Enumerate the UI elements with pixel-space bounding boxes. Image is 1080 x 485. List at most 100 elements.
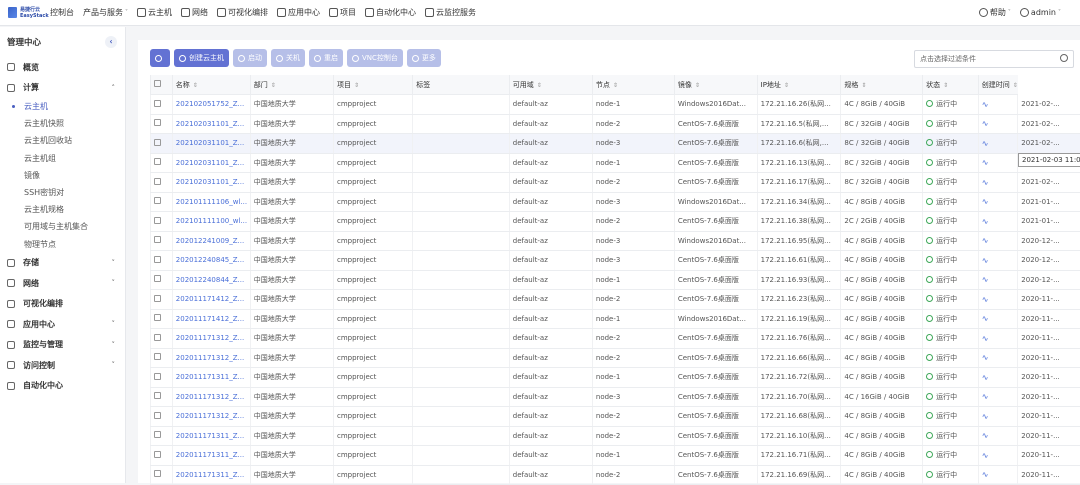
cell-0[interactable]: 202102031101_Z...	[172, 153, 250, 173]
column-header-8[interactable]: 规格⇕	[841, 75, 923, 95]
sidebar-item-1-8[interactable]: 物理节点	[0, 236, 125, 253]
row-checkbox[interactable]	[154, 256, 161, 263]
column-header-0[interactable]: 名称⇕	[172, 75, 250, 95]
sort-icon[interactable]: ⇕	[537, 82, 542, 89]
row-checkbox[interactable]	[154, 412, 161, 419]
cell-0[interactable]: 202011171311_Z...	[172, 465, 250, 485]
row-checkbox[interactable]	[154, 334, 161, 341]
row-checkbox[interactable]	[154, 119, 161, 126]
cell-0[interactable]: 202011171312_Z...	[172, 348, 250, 368]
cell-0[interactable]: 202102031101_Z...	[172, 173, 250, 193]
row-checkbox[interactable]	[154, 197, 161, 204]
monitor-chart-icon[interactable]: ∿	[982, 470, 989, 479]
monitor-chart-icon[interactable]: ∿	[982, 295, 989, 304]
cell-0[interactable]: 202011171312_Z...	[172, 407, 250, 427]
column-header-1[interactable]: 部门⇕	[250, 75, 333, 95]
row-checkbox[interactable]	[154, 158, 161, 165]
row-checkbox[interactable]	[154, 392, 161, 399]
monitor-chart-icon[interactable]: ∿	[982, 139, 989, 148]
sort-icon[interactable]: ⇕	[1013, 82, 1018, 89]
start-button[interactable]: 启动	[233, 49, 267, 67]
row-checkbox[interactable]	[154, 100, 161, 107]
monitor-chart-icon[interactable]: ∿	[982, 334, 989, 343]
sort-icon[interactable]: ⇕	[695, 82, 700, 89]
sidebar-group-4[interactable]: 可视化编排	[0, 294, 125, 315]
column-header-9[interactable]: 状态⇕	[923, 75, 979, 95]
sidebar-item-1-7[interactable]: 可用域与主机集合	[0, 218, 125, 235]
sidebar-item-1-3[interactable]: 云主机组	[0, 150, 125, 167]
row-checkbox[interactable]	[154, 314, 161, 321]
logo[interactable]: 易捷行云 EasyStack	[0, 7, 50, 19]
monitor-chart-icon[interactable]: ∿	[982, 119, 989, 128]
topnav-item-4[interactable]: 可视化编排	[217, 7, 268, 18]
sidebar-item-1-6[interactable]: 云主机规格	[0, 201, 125, 218]
row-checkbox[interactable]	[154, 295, 161, 302]
sort-icon[interactable]: ⇕	[613, 82, 618, 89]
sort-icon[interactable]: ⇕	[943, 82, 948, 89]
sort-icon[interactable]: ⇕	[354, 82, 359, 89]
filter-search-input[interactable]: 点击选择过滤条件	[914, 50, 1074, 68]
sidebar-item-1-4[interactable]: 镜像	[0, 167, 125, 184]
column-header-2[interactable]: 项目⇕	[333, 75, 412, 95]
cell-0[interactable]: 202102031101_Z...	[172, 134, 250, 154]
cell-0[interactable]: 202012240845_Z...	[172, 251, 250, 271]
cell-0[interactable]: 202102051752_Z...	[172, 95, 250, 115]
cell-0[interactable]: 202011171311_Z...	[172, 446, 250, 466]
more-button[interactable]: 更多	[407, 49, 441, 67]
monitor-chart-icon[interactable]: ∿	[982, 256, 989, 265]
sidebar-group-3[interactable]: 网络˅	[0, 273, 125, 294]
cell-0[interactable]: 202012241009_Z...	[172, 231, 250, 251]
cell-0[interactable]: 202011171412_Z...	[172, 309, 250, 329]
row-checkbox[interactable]	[154, 236, 161, 243]
sidebar-item-1-1[interactable]: 云主机快照	[0, 115, 125, 132]
monitor-chart-icon[interactable]: ∿	[982, 451, 989, 460]
cell-0[interactable]: 202011171311_Z...	[172, 368, 250, 388]
row-checkbox[interactable]	[154, 373, 161, 380]
row-checkbox[interactable]	[154, 431, 161, 438]
monitor-chart-icon[interactable]: ∿	[982, 275, 989, 284]
monitor-chart-icon[interactable]: ∿	[982, 236, 989, 245]
search-icon[interactable]	[1060, 54, 1068, 62]
row-checkbox[interactable]	[154, 470, 161, 477]
sidebar-item-1-0[interactable]: 云主机	[0, 98, 125, 115]
cell-0[interactable]: 202102031101_Z...	[172, 114, 250, 134]
collapse-sidebar-button[interactable]: ‹	[105, 36, 117, 48]
monitor-chart-icon[interactable]: ∿	[982, 100, 989, 109]
column-header-4[interactable]: 可用域⇕	[509, 75, 592, 95]
sidebar-group-1[interactable]: 计算˄	[0, 78, 125, 99]
sidebar-group-6[interactable]: 监控与管理˅	[0, 335, 125, 356]
topnav-item-3[interactable]: 网络	[181, 7, 208, 18]
sidebar-item-1-5[interactable]: SSH密钥对	[0, 184, 125, 201]
monitor-chart-icon[interactable]: ∿	[982, 353, 989, 362]
shutdown-button[interactable]: 关机	[271, 49, 305, 67]
sort-icon[interactable]: ⇕	[861, 82, 866, 89]
monitor-chart-icon[interactable]: ∿	[982, 373, 989, 382]
monitor-chart-icon[interactable]: ∿	[982, 314, 989, 323]
topnav-item-8[interactable]: 云监控服务	[425, 7, 476, 18]
topnav-item-7[interactable]: 自动化中心	[365, 7, 416, 18]
sidebar-group-0[interactable]: 概览	[0, 57, 125, 78]
sidebar-item-1-2[interactable]: 云主机回收站	[0, 132, 125, 149]
topnav-item-0[interactable]: 控制台	[50, 7, 74, 18]
column-header-7[interactable]: IP地址⇕	[757, 75, 841, 95]
user-menu[interactable]: admin˅	[1020, 8, 1061, 17]
refresh-button[interactable]	[150, 49, 170, 67]
topnav-item-6[interactable]: 项目	[329, 7, 356, 18]
row-checkbox[interactable]	[154, 217, 161, 224]
